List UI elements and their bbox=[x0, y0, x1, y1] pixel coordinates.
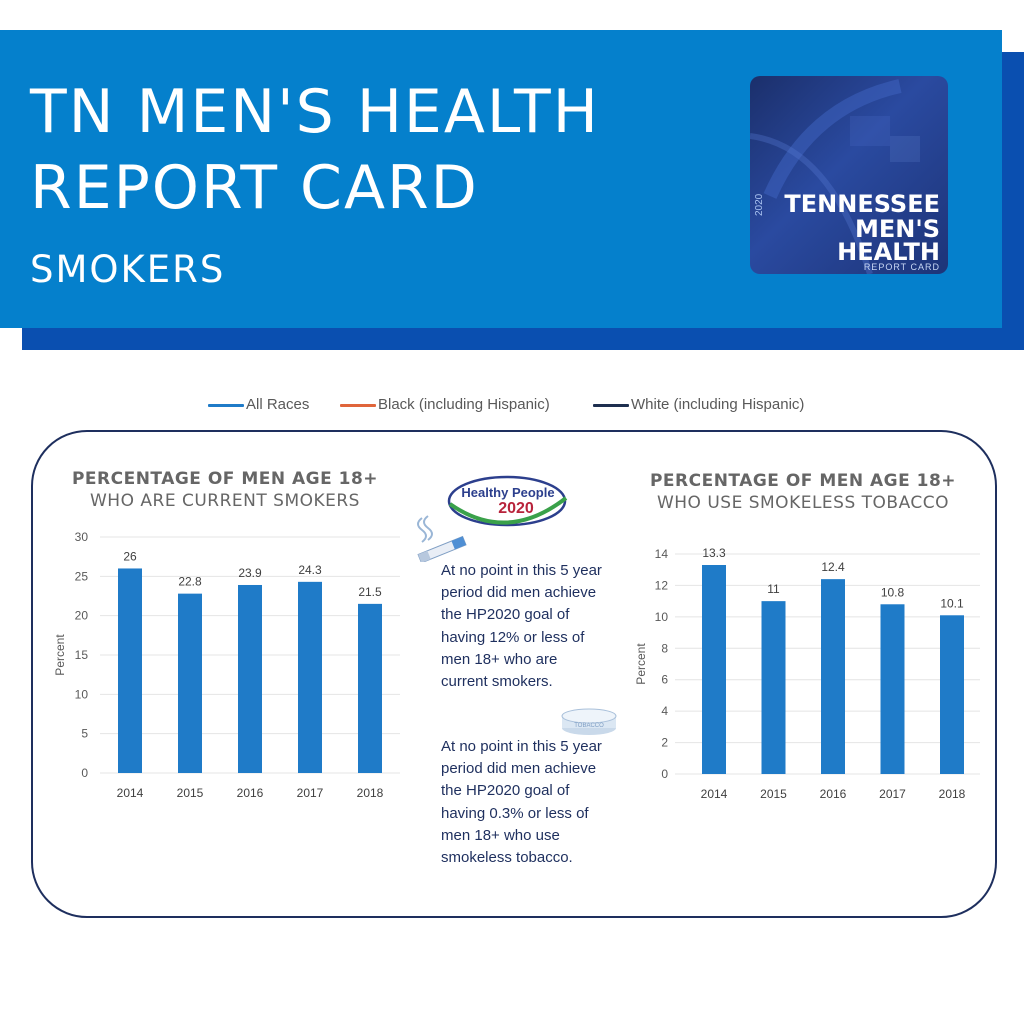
legend-swatch-all-races bbox=[208, 403, 244, 407]
y-tick-label-0: 0 bbox=[661, 767, 668, 781]
page-title-line-1: TN MEN'S HEALTH bbox=[30, 77, 600, 147]
y-tick-label-0: 0 bbox=[81, 766, 88, 780]
bar-2018 bbox=[940, 615, 964, 774]
x-tick-label-2016: 2016 bbox=[237, 786, 264, 800]
x-tick-label-2018: 2018 bbox=[939, 787, 966, 801]
bar-2017 bbox=[880, 604, 905, 774]
y-tick-label-4: 4 bbox=[661, 704, 668, 718]
bar-2016 bbox=[821, 579, 845, 774]
tobacco-tin-label: TOBACCO bbox=[574, 723, 604, 729]
x-tick-label-2016: 2016 bbox=[820, 787, 847, 801]
data-label-2014: 13.3 bbox=[702, 546, 726, 560]
legend-item-white: White (including Hispanic) bbox=[593, 396, 804, 413]
chart-title-smokeless: PERCENTAGE OF MEN AGE 18+ WHO USE SMOKEL… bbox=[620, 470, 986, 514]
logo-line-mens: MEN'S bbox=[855, 215, 940, 243]
data-label-2016: 12.4 bbox=[821, 560, 845, 574]
x-tick-label-2014: 2014 bbox=[117, 786, 144, 800]
y-tick-label-8: 8 bbox=[661, 641, 668, 655]
data-label-2018: 21.5 bbox=[358, 585, 382, 599]
x-tick-label-2017: 2017 bbox=[297, 786, 324, 800]
legend-label-all-races: All Races bbox=[246, 396, 310, 413]
x-tick-label-2015: 2015 bbox=[177, 786, 204, 800]
legend-item-black: Black (including Hispanic) bbox=[340, 396, 550, 413]
y-tick-label-2: 2 bbox=[661, 736, 668, 750]
y-tick-label-12: 12 bbox=[655, 578, 669, 592]
y-tick-label-5: 5 bbox=[81, 727, 88, 741]
y-tick-label-6: 6 bbox=[661, 673, 668, 687]
legend-label-black: Black (including Hispanic) bbox=[378, 396, 550, 413]
bar-2015 bbox=[761, 601, 786, 774]
chart-title-smokers-line-1: PERCENTAGE OF MEN AGE 18+ bbox=[71, 469, 379, 489]
y-tick-label-10: 10 bbox=[655, 610, 669, 624]
healthy-people-logo-name: Healthy People bbox=[461, 485, 555, 500]
page-title-line-2: REPORT CARD bbox=[30, 153, 479, 223]
y-axis-label: Percent bbox=[53, 634, 67, 676]
y-tick-label-14: 14 bbox=[655, 547, 669, 561]
y-tick-label-20: 20 bbox=[75, 609, 89, 623]
y-tick-label-30: 30 bbox=[75, 530, 89, 544]
y-tick-label-10: 10 bbox=[75, 687, 89, 701]
data-label-2016: 23.9 bbox=[238, 566, 262, 580]
hp2020-note-smokeless: At no point in this 5 year period did me… bbox=[441, 738, 602, 867]
logo-line-tennessee: TENNESSEE bbox=[784, 190, 940, 218]
page-subtitle: SMOKERS bbox=[30, 248, 226, 291]
bar-2014 bbox=[702, 565, 726, 774]
chart-title-smokeless-line-1: PERCENTAGE OF MEN AGE 18+ bbox=[649, 471, 957, 491]
x-tick-label-2014: 2014 bbox=[701, 787, 728, 801]
healthy-people-logo-year: 2020 bbox=[498, 500, 534, 517]
x-tick-label-2017: 2017 bbox=[879, 787, 906, 801]
legend-label-white: White (including Hispanic) bbox=[631, 396, 805, 413]
legend-swatch-black bbox=[340, 403, 376, 407]
hp2020-note-smokers: At no point in this 5 year period did me… bbox=[441, 562, 602, 691]
data-label-2018: 10.1 bbox=[940, 596, 964, 610]
data-label-2015: 22.8 bbox=[178, 575, 202, 589]
data-label-2014: 26 bbox=[123, 549, 137, 563]
logo-background-pattern bbox=[750, 79, 920, 274]
data-label-2015: 11 bbox=[767, 582, 780, 596]
legend-swatch-white bbox=[593, 403, 629, 407]
report-card-logo: 2020 TENNESSEE MEN'S HEALTH REPORT CARD bbox=[750, 76, 948, 274]
logo-line-report-card: REPORT CARD bbox=[863, 262, 940, 272]
bar-2015 bbox=[178, 593, 202, 773]
tobacco-tin-icon: TOBACCO bbox=[561, 708, 617, 735]
header-banner: TN MEN'S HEALTH REPORT CARD SMOKERS 2020… bbox=[0, 30, 1002, 328]
bar-2016 bbox=[238, 584, 262, 773]
healthy-people-logo-icon bbox=[447, 475, 568, 527]
data-label-2017: 24.3 bbox=[298, 563, 322, 577]
chart-title-smokeless-line-2: WHO USE SMOKELESS TOBACCO bbox=[656, 493, 950, 513]
y-tick-label-25: 25 bbox=[75, 569, 89, 583]
cigarette-icon bbox=[417, 515, 467, 562]
page-title: TN MEN'S HEALTH REPORT CARD bbox=[30, 74, 600, 226]
y-axis-label: Percent bbox=[634, 643, 648, 685]
bar-2014 bbox=[118, 568, 142, 773]
bar-2017 bbox=[298, 581, 322, 773]
chart-legend: All Races Black (including Hispanic) Whi… bbox=[0, 396, 1024, 416]
x-tick-label-2018: 2018 bbox=[357, 786, 384, 800]
legend-item-all-races: All Races bbox=[208, 396, 309, 413]
y-tick-label-15: 15 bbox=[75, 648, 89, 662]
data-label-2017: 10.8 bbox=[881, 585, 905, 599]
chart-title-smokers-line-2: WHO ARE CURRENT SMOKERS bbox=[90, 491, 360, 511]
logo-line-health: HEALTH bbox=[837, 238, 940, 266]
chart-title-smokers: PERCENTAGE OF MEN AGE 18+ WHO ARE CURREN… bbox=[52, 468, 398, 512]
bar-2018 bbox=[358, 603, 382, 773]
x-tick-label-2015: 2015 bbox=[760, 787, 787, 801]
